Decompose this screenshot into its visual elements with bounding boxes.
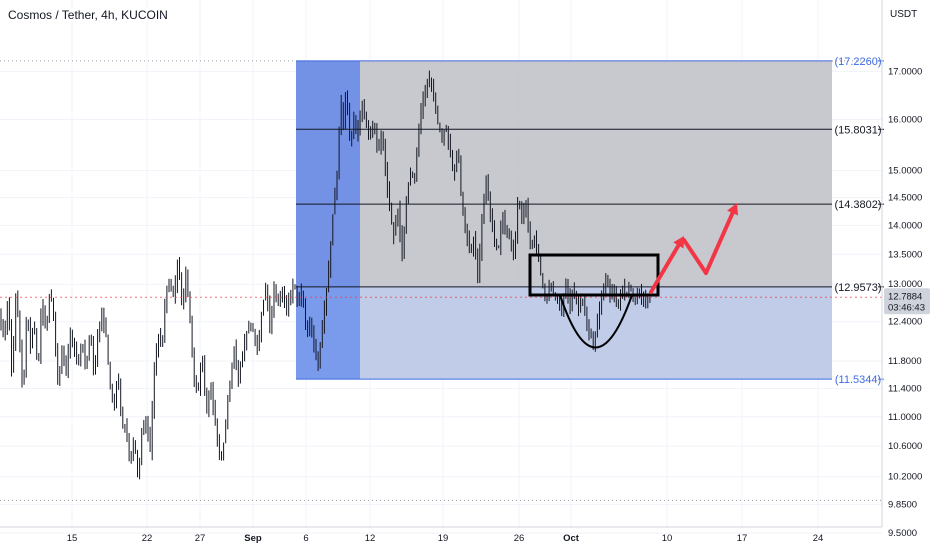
- price-axis-tick: 16.0000: [888, 114, 922, 125]
- cup-pattern-curve: [559, 294, 633, 349]
- price-axis-tick: 13.5000: [888, 249, 922, 260]
- retracement-zone-upper: [360, 60, 832, 287]
- time-axis-tick: 10: [662, 533, 673, 544]
- price-axis-tick: 11.0000: [888, 412, 922, 423]
- time-axis-tick: 15: [67, 533, 78, 544]
- fib-level-label: (17.2260): [834, 56, 881, 68]
- overlay-layer: (17.2260) (15.8031) (14.3802) (12.9573) (11.…: [0, 56, 884, 386]
- current-price-countdown: 03:46:43: [888, 302, 925, 313]
- projection-arrow-1-shaft: [649, 243, 681, 294]
- price-axis-tick: 10.6000: [888, 441, 922, 452]
- projection-arrow-3-head: [727, 203, 739, 216]
- price-axis-tick: 15.0000: [888, 166, 922, 177]
- price-axis-tick: 9.5000: [888, 528, 917, 539]
- fib-level-label: (14.3802): [834, 199, 881, 211]
- time-axis-tick: 26: [514, 533, 525, 544]
- projection-arrow-2: [682, 238, 708, 275]
- price-axis-tick: 11.4000: [888, 383, 922, 394]
- time-axis-tick: 6: [303, 533, 308, 544]
- consolidation-box: [528, 253, 660, 297]
- price-axis-tick: 17.0000: [888, 66, 922, 77]
- projection-arrow-1-head: [673, 236, 684, 249]
- chart-title: Cosmos / Tether, 4h, KUCOIN: [6, 8, 170, 22]
- time-axis-tick: 19: [438, 533, 449, 544]
- price-axis-tick: 11.8000: [888, 356, 922, 367]
- projection-arrow-3-shaft: [704, 211, 735, 275]
- price-axis-currency: USDT: [890, 9, 917, 20]
- price-axis-tick: 14.0000: [888, 220, 922, 231]
- fib-level-label: (12.9573): [834, 282, 881, 294]
- zone-layer: [296, 60, 832, 380]
- price-axis-tick: 13.0000: [888, 279, 922, 290]
- candle-layer: [0, 70, 651, 480]
- time-axis-tick: Oct: [563, 533, 580, 544]
- impulse-band-lower: [296, 286, 360, 380]
- retracement-zone-lower: [360, 286, 832, 380]
- price-axis-tick: 10.2000: [888, 472, 922, 483]
- time-axis-tick: 17: [737, 533, 748, 544]
- time-axis-tick: 27: [195, 533, 206, 544]
- fib-level-label: (11.5344): [835, 374, 881, 386]
- fib-level-label: (15.8031): [834, 124, 881, 136]
- price-axis-tick: 9.8500: [888, 499, 917, 510]
- current-price-value: 12.7884: [888, 291, 922, 302]
- time-axis-tick: 24: [813, 533, 824, 544]
- current-price-badge: [884, 288, 930, 315]
- price-axis-tick: 12.4000: [888, 317, 922, 328]
- axis-layer: USDT 17.0000 16.0000 15.0000 14.5000 14.0000 1…: [0, 0, 930, 544]
- time-axis-tick: 12: [365, 533, 376, 544]
- price-axis-tick: 14.5000: [888, 193, 922, 204]
- time-axis-tick: Sep: [244, 533, 262, 544]
- time-axis-tick: 22: [142, 533, 153, 544]
